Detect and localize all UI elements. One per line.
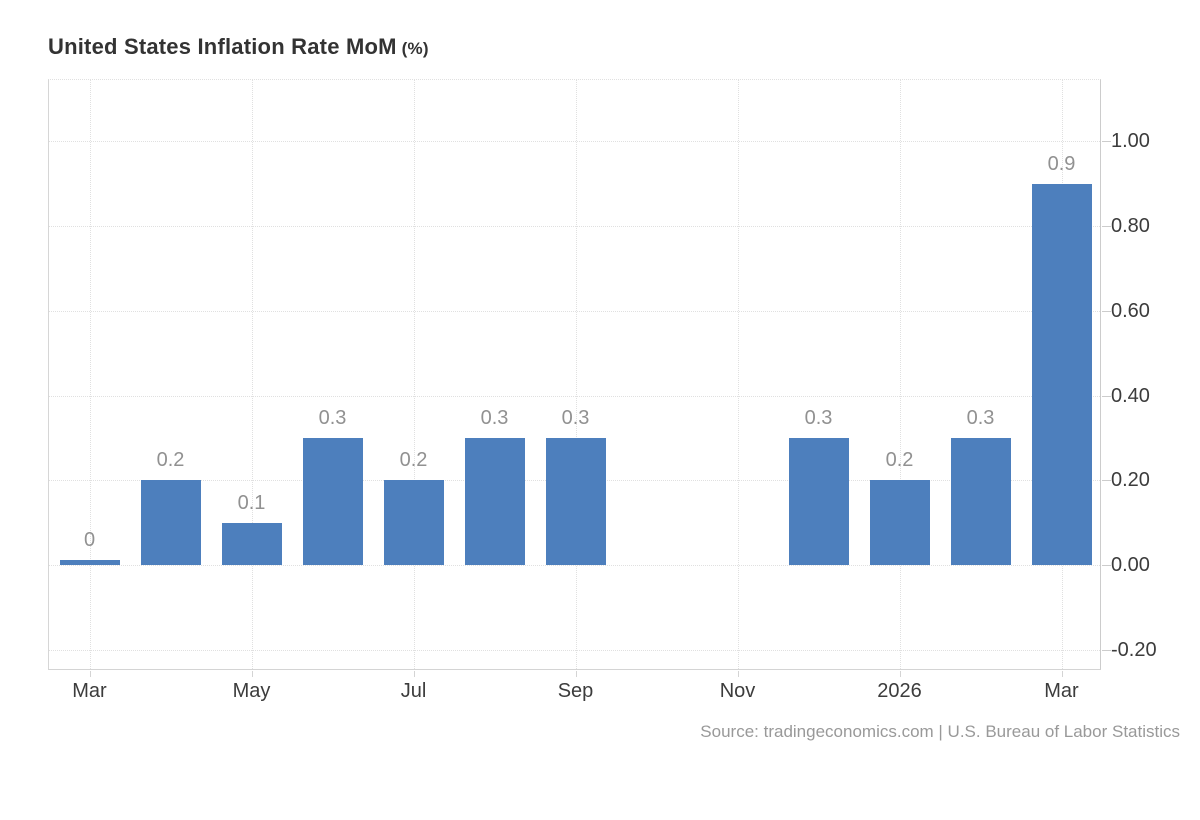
chart-title: United States Inflation Rate MoM (%) bbox=[48, 34, 429, 60]
y-gridline bbox=[49, 310, 1100, 312]
x-axis-tick bbox=[899, 671, 901, 677]
source-attribution: Source: tradingeconomics.com | U.S. Bure… bbox=[700, 722, 1180, 741]
bar[interactable] bbox=[221, 522, 282, 566]
bar-value-label: 0.3 bbox=[804, 406, 833, 429]
bar[interactable] bbox=[1031, 183, 1092, 566]
x-tick-label: Nov bbox=[719, 680, 756, 702]
y-axis-tick bbox=[1102, 395, 1111, 397]
y-tick-label: 0.00 bbox=[1111, 554, 1150, 577]
bar-value-label: 0.3 bbox=[480, 406, 509, 429]
x-tick-label: Sep bbox=[557, 680, 594, 702]
bar-value-label: 0.2 bbox=[885, 449, 914, 472]
y-gridline bbox=[49, 395, 1100, 397]
y-axis-tick bbox=[1102, 310, 1111, 312]
x-axis-tick bbox=[89, 671, 91, 677]
bar-value-label: 0.2 bbox=[399, 449, 428, 472]
x-tick-label: 2026 bbox=[877, 680, 922, 702]
bar-value-label: 0.3 bbox=[966, 406, 995, 429]
x-gridline bbox=[89, 80, 91, 669]
y-tick-label: 0.60 bbox=[1111, 299, 1150, 322]
y-tick-label: 1.00 bbox=[1111, 130, 1150, 153]
x-tick-label: Jul bbox=[400, 680, 427, 702]
x-tick-label: Mar bbox=[72, 680, 107, 702]
plot-area: 1.00 0.80 0.60 0.40 0.20 0.00 -0.20 Mar May Jul Se… bbox=[48, 79, 1157, 702]
bar-value-label: 0.1 bbox=[237, 491, 266, 514]
y-gridline bbox=[49, 649, 1100, 651]
bar-value-label: 0.3 bbox=[561, 406, 590, 429]
x-axis-tick bbox=[737, 671, 739, 677]
bar[interactable] bbox=[464, 437, 525, 566]
y-gridline bbox=[49, 226, 1100, 228]
bar[interactable] bbox=[545, 437, 606, 566]
bar[interactable] bbox=[302, 437, 363, 566]
y-axis-tick bbox=[1102, 480, 1111, 482]
bar[interactable] bbox=[950, 437, 1011, 566]
x-tick-label: May bbox=[232, 680, 271, 702]
y-tick-label: -0.20 bbox=[1111, 638, 1157, 661]
x-axis-tick bbox=[251, 671, 253, 677]
y-tick-label: 0.40 bbox=[1111, 384, 1150, 407]
y-axis-tick bbox=[1102, 141, 1111, 143]
bar[interactable] bbox=[869, 480, 930, 566]
bar-value-label: 0.3 bbox=[318, 406, 347, 429]
bar-value-label: 0 bbox=[83, 529, 96, 552]
x-gridline bbox=[575, 80, 577, 669]
bar[interactable] bbox=[788, 437, 849, 566]
x-gridline bbox=[251, 80, 253, 669]
x-gridline bbox=[737, 80, 739, 669]
chart-title-unit: (%) bbox=[401, 39, 429, 58]
y-axis-tick bbox=[1102, 649, 1111, 651]
y-axis-tick bbox=[1102, 226, 1111, 228]
y-gridline bbox=[49, 141, 1100, 143]
bar[interactable] bbox=[140, 480, 201, 566]
x-gridline bbox=[899, 80, 901, 669]
y-axis-tick bbox=[1102, 565, 1111, 567]
y-tick-label: 0.20 bbox=[1111, 469, 1150, 492]
x-axis-tick bbox=[1061, 671, 1063, 677]
bar-value-label: 0.9 bbox=[1047, 152, 1076, 175]
x-gridline bbox=[413, 80, 415, 669]
x-tick-label: Mar bbox=[1044, 680, 1079, 702]
chart-title-text: United States Inflation Rate MoM bbox=[48, 34, 397, 59]
x-axis-tick bbox=[413, 671, 415, 677]
y-tick-label: 0.80 bbox=[1111, 215, 1150, 238]
bar[interactable] bbox=[59, 560, 120, 566]
bar-value-label: 0.2 bbox=[156, 449, 185, 472]
y-gridline bbox=[49, 565, 1100, 567]
bar[interactable] bbox=[383, 480, 444, 566]
x-axis-tick bbox=[575, 671, 577, 677]
